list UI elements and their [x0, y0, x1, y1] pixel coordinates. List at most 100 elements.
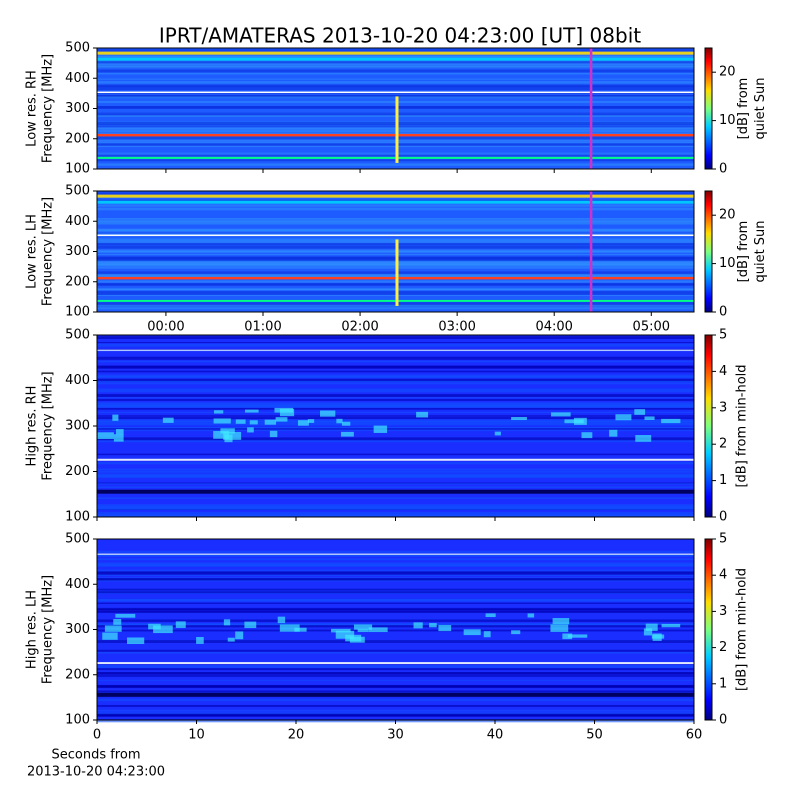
emission-patch	[244, 621, 257, 629]
emission-patch	[162, 417, 174, 423]
texture-band	[97, 92, 694, 94]
y-tick-label: 400	[65, 577, 90, 592]
x-axis-label: 2013-10-20 04:23:00	[27, 765, 165, 780]
emission-patch	[335, 630, 355, 639]
texture-band	[97, 56, 694, 59]
y-axis-label: Low res. RH	[25, 70, 40, 147]
texture-band	[97, 475, 694, 478]
emission-patch	[643, 628, 653, 636]
y-axis-label: High res. LH	[25, 590, 40, 669]
emission-band	[97, 489, 694, 494]
texture-band	[97, 411, 694, 414]
colorbar-tick-label: 10	[719, 256, 736, 271]
y-tick-label: 100	[65, 162, 90, 177]
x-tick-label: 05:00	[633, 320, 670, 335]
emission-patch	[551, 412, 571, 417]
colorbar-label: [dB] from min-hold	[735, 568, 750, 691]
x-tick-label: 03:00	[438, 320, 475, 335]
texture-band	[97, 564, 694, 567]
y-axis-label: Frequency [MHz]	[41, 54, 56, 163]
texture-band	[97, 427, 694, 429]
texture-band	[97, 685, 694, 687]
texture-band	[97, 389, 694, 393]
x-tick-label: 02:00	[341, 320, 378, 335]
emission-patch	[340, 431, 354, 437]
x-tick-label: 0	[93, 728, 101, 743]
emission-band	[97, 349, 694, 352]
emission-patch	[102, 632, 118, 640]
texture-band	[97, 85, 694, 88]
texture-band	[97, 388, 694, 391]
colorbar-label: quiet Sun	[753, 77, 768, 139]
emission-patch	[429, 623, 437, 628]
texture-band	[97, 81, 694, 84]
emission-patch	[320, 410, 336, 417]
emission-patch	[483, 631, 491, 638]
emission-patch	[175, 621, 186, 628]
emission-band	[97, 57, 694, 61]
texture-band	[97, 473, 694, 477]
x-tick-label: 30	[387, 728, 404, 743]
emission-patch	[336, 418, 343, 424]
emission-patch	[581, 432, 593, 439]
x-tick-label: 50	[586, 728, 603, 743]
texture-band	[97, 629, 694, 632]
emission-patch	[127, 637, 145, 644]
texture-band	[97, 571, 694, 574]
texture-band	[97, 394, 694, 397]
colorbar-tick-label: 4	[719, 568, 727, 583]
chart-title: IPRT/AMATERAS 2013-10-20 04:23:00 [UT] 0…	[159, 24, 641, 48]
emission-patch	[635, 435, 652, 442]
texture-band	[97, 704, 694, 707]
emission-patch	[373, 425, 388, 433]
texture-band	[97, 417, 694, 419]
texture-band	[97, 192, 694, 195]
texture-band	[97, 712, 694, 715]
emission-patch	[113, 619, 122, 625]
texture-band	[97, 217, 694, 220]
texture-band	[97, 591, 694, 594]
emission-patch	[235, 631, 244, 640]
emission-patch	[562, 633, 573, 640]
texture-band	[97, 672, 694, 675]
emission-patch	[113, 434, 124, 442]
emission-patch	[357, 629, 369, 633]
texture-band	[97, 462, 694, 465]
texture-band	[97, 78, 694, 80]
emission-patch	[485, 613, 496, 618]
emission-patch	[235, 419, 246, 424]
y-axis-label: Low res. LH	[25, 214, 40, 289]
colorbar-tick-label: 2	[719, 640, 727, 655]
texture-band	[97, 483, 694, 485]
y-axis-label: Frequency [MHz]	[41, 371, 56, 480]
texture-band	[97, 625, 694, 628]
texture-band	[97, 360, 694, 363]
texture-band	[97, 87, 694, 91]
y-axis-label: Frequency [MHz]	[41, 197, 56, 306]
colorbar-tick-label: 3	[719, 604, 727, 619]
emission-patch	[661, 623, 681, 628]
texture-band	[97, 640, 694, 643]
emission-patch	[153, 625, 173, 634]
colorbar-tick-label: 0	[719, 713, 727, 728]
texture-band	[97, 514, 694, 517]
y-axis-label: Frequency [MHz]	[41, 575, 56, 684]
colorbar-tick-label: 0	[719, 162, 727, 177]
emission-patch	[463, 629, 481, 636]
texture-band	[97, 668, 694, 671]
emission-band	[97, 91, 694, 94]
emission-patch	[249, 420, 258, 425]
texture-band	[97, 602, 694, 604]
emission-patch	[645, 623, 658, 631]
colorbar-tick-label: 20	[719, 208, 736, 223]
texture-band	[97, 598, 694, 601]
emission-patch	[247, 427, 254, 433]
texture-band	[97, 229, 694, 232]
texture-band	[97, 370, 694, 373]
texture-band	[97, 665, 694, 668]
texture-band	[97, 403, 694, 407]
colorbar-tick-label: 1	[719, 473, 727, 488]
texture-band	[97, 675, 694, 677]
texture-band	[97, 66, 694, 69]
